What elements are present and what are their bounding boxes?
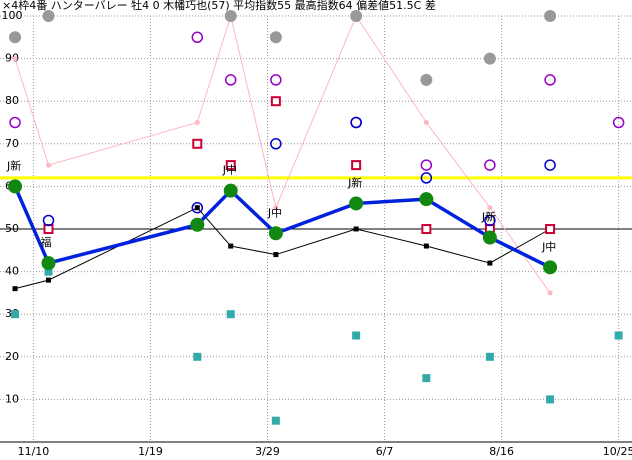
marker — [192, 138, 203, 149]
marker — [190, 217, 205, 232]
marker — [544, 74, 556, 86]
x-tick-label: 11/10 — [18, 445, 50, 458]
x-tick-label: 3/29 — [255, 445, 280, 458]
marker — [194, 205, 200, 211]
marker — [487, 260, 493, 266]
y-tick-label: 40 — [5, 265, 19, 278]
marker — [350, 10, 363, 22]
marker — [544, 159, 556, 171]
point-label: J中 — [267, 206, 282, 219]
marker — [614, 331, 623, 340]
marker — [42, 214, 55, 227]
marker — [545, 224, 556, 234]
x-tick-label: 1/19 — [138, 445, 163, 458]
marker — [544, 10, 557, 22]
marker — [543, 260, 558, 275]
marker — [487, 205, 493, 211]
marker — [271, 416, 280, 425]
marker — [8, 179, 23, 194]
marker — [547, 290, 553, 296]
marker — [270, 74, 282, 86]
marker — [225, 160, 236, 171]
marker — [12, 56, 18, 62]
marker — [223, 183, 238, 198]
marker — [270, 138, 282, 150]
marker — [352, 331, 361, 340]
marker — [228, 243, 234, 249]
marker — [193, 352, 202, 361]
marker — [420, 172, 433, 184]
marker — [224, 74, 237, 86]
marker — [41, 256, 56, 271]
marker — [194, 120, 200, 125]
marker — [268, 226, 283, 241]
y-tick-label: 100 — [2, 9, 23, 22]
marker — [349, 196, 364, 211]
x-tick-label: 6/7 — [376, 445, 394, 458]
point-label: J新 — [347, 175, 362, 189]
point-label: J中 — [541, 240, 556, 253]
chart-title: ×4枠4番 ハンターバレー 牡4 0 木幡巧也(57) 平均指数55 最高指数6… — [2, 0, 436, 12]
x-tick-label: 10/25 — [603, 445, 632, 458]
marker — [423, 120, 429, 125]
marker — [350, 116, 362, 129]
marker — [351, 160, 362, 171]
marker — [45, 277, 51, 283]
marker — [483, 52, 496, 65]
y-tick-label: 10 — [5, 392, 19, 405]
marker — [353, 226, 359, 232]
marker — [270, 96, 281, 107]
marker — [44, 267, 53, 276]
marker — [224, 10, 237, 22]
marker — [484, 214, 496, 227]
marker — [546, 395, 555, 404]
marker — [226, 310, 235, 319]
point-label: J新 — [6, 158, 21, 172]
marker — [422, 374, 431, 383]
marker — [423, 243, 429, 249]
y-tick-label: 70 — [5, 137, 19, 150]
marker — [612, 116, 625, 129]
y-tick-label: 20 — [5, 350, 19, 363]
marker — [45, 162, 51, 168]
marker — [11, 310, 20, 319]
marker — [9, 116, 21, 129]
marker — [482, 230, 497, 245]
point-label: J中 — [222, 164, 237, 177]
marker — [269, 31, 282, 44]
point-label: J新 — [481, 210, 496, 224]
marker — [191, 31, 204, 44]
marker — [12, 286, 18, 292]
marker — [420, 73, 433, 86]
marker — [485, 352, 494, 361]
marker — [421, 224, 432, 234]
marker — [42, 10, 55, 22]
marker — [484, 159, 496, 171]
y-tick-label: 80 — [5, 94, 19, 107]
point-label: 福 — [40, 235, 51, 249]
marker — [273, 252, 279, 258]
marker — [9, 31, 22, 44]
marker — [420, 159, 433, 171]
marker — [273, 205, 279, 211]
marker — [419, 192, 434, 207]
marker — [191, 201, 204, 214]
x-tick-label: 8/16 — [489, 445, 514, 458]
